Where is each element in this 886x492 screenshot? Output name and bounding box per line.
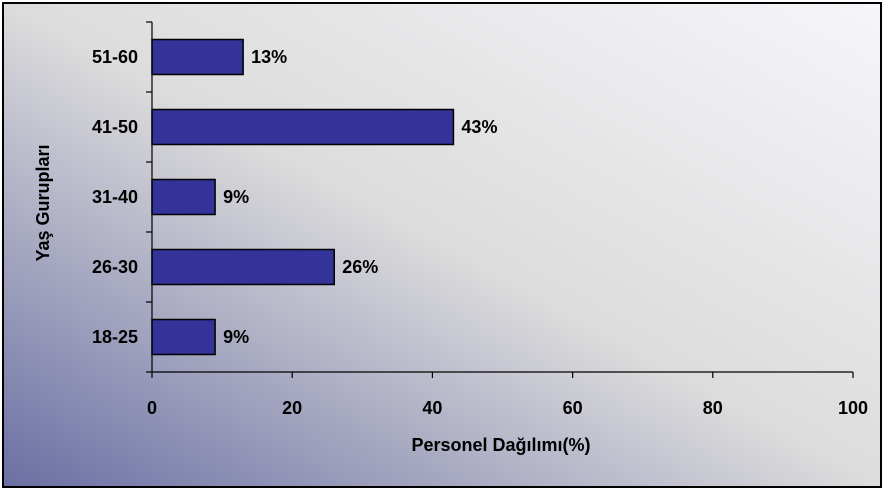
bars [151,38,455,356]
category-label: 51-60 [92,47,138,67]
labels: 0 20 40 60 80 100 18-25 9% 26-30 26% 31-40 9% 41-50 4… [92,47,868,418]
category-label: 41-50 [92,117,138,137]
x-tick-label: 0 [147,398,157,418]
bar-51-60 [151,38,244,76]
chart-background [4,4,880,486]
bar-41-50 [151,108,455,146]
data-label: 43% [461,117,497,137]
data-label: 26% [342,257,378,277]
category-label: 18-25 [92,327,138,347]
data-label: 9% [223,327,249,347]
bar-18-25 [151,318,216,356]
data-label: 13% [251,47,287,67]
bar-chart: 0 20 40 60 80 100 18-25 9% 26-30 26% 31-40 9% 41-50 4… [4,4,880,486]
category-label: 26-30 [92,257,138,277]
x-tick-label: 60 [563,398,583,418]
axes [146,21,854,378]
x-tick-label: 100 [838,398,868,418]
bar-26-30 [151,248,336,286]
x-tick-label: 40 [422,398,442,418]
data-label: 9% [223,187,249,207]
bar-31-40 [151,178,216,216]
x-axis-title: Personel Dağılımı(%) [411,435,590,455]
y-axis-title: Yaş Gurupları [33,144,53,261]
x-tick-label: 20 [282,398,302,418]
category-label: 31-40 [92,187,138,207]
x-tick-label: 80 [703,398,723,418]
